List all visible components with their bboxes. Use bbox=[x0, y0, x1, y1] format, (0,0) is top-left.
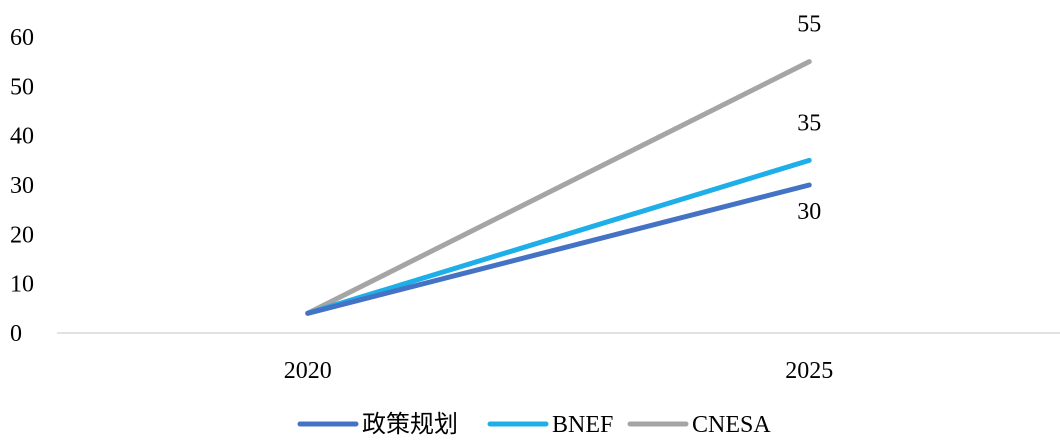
x-tick-label: 2025 bbox=[785, 358, 833, 384]
y-tick-label: 60 bbox=[10, 25, 34, 51]
y-tick-label: 10 bbox=[10, 272, 34, 298]
y-tick-label: 30 bbox=[10, 173, 34, 199]
y-tick-label: 40 bbox=[10, 124, 34, 150]
data-label: 35 bbox=[797, 110, 821, 136]
y-tick-label: 20 bbox=[10, 222, 34, 248]
legend-label: CNESA bbox=[692, 412, 771, 438]
series-line bbox=[305, 59, 812, 316]
y-tick-label: 0 bbox=[10, 321, 22, 347]
x-tick-label: 2020 bbox=[284, 358, 332, 384]
y-tick-label: 50 bbox=[10, 74, 34, 100]
y-axis-ticks: 0 10 20 30 40 50 60 bbox=[10, 25, 34, 347]
data-label: 30 bbox=[797, 199, 821, 225]
series-lines bbox=[305, 59, 812, 316]
legend-label: BNEF bbox=[552, 412, 613, 438]
x-axis-ticks: 2020 2025 bbox=[284, 358, 834, 384]
data-label: 55 bbox=[797, 12, 821, 38]
legend-label: 政策规划 bbox=[362, 411, 458, 438]
legend: 政策规划 BNEF CNESA bbox=[297, 411, 771, 438]
series-line bbox=[305, 157, 812, 316]
data-labels: 30 35 55 bbox=[797, 12, 821, 225]
series-line bbox=[305, 182, 812, 316]
